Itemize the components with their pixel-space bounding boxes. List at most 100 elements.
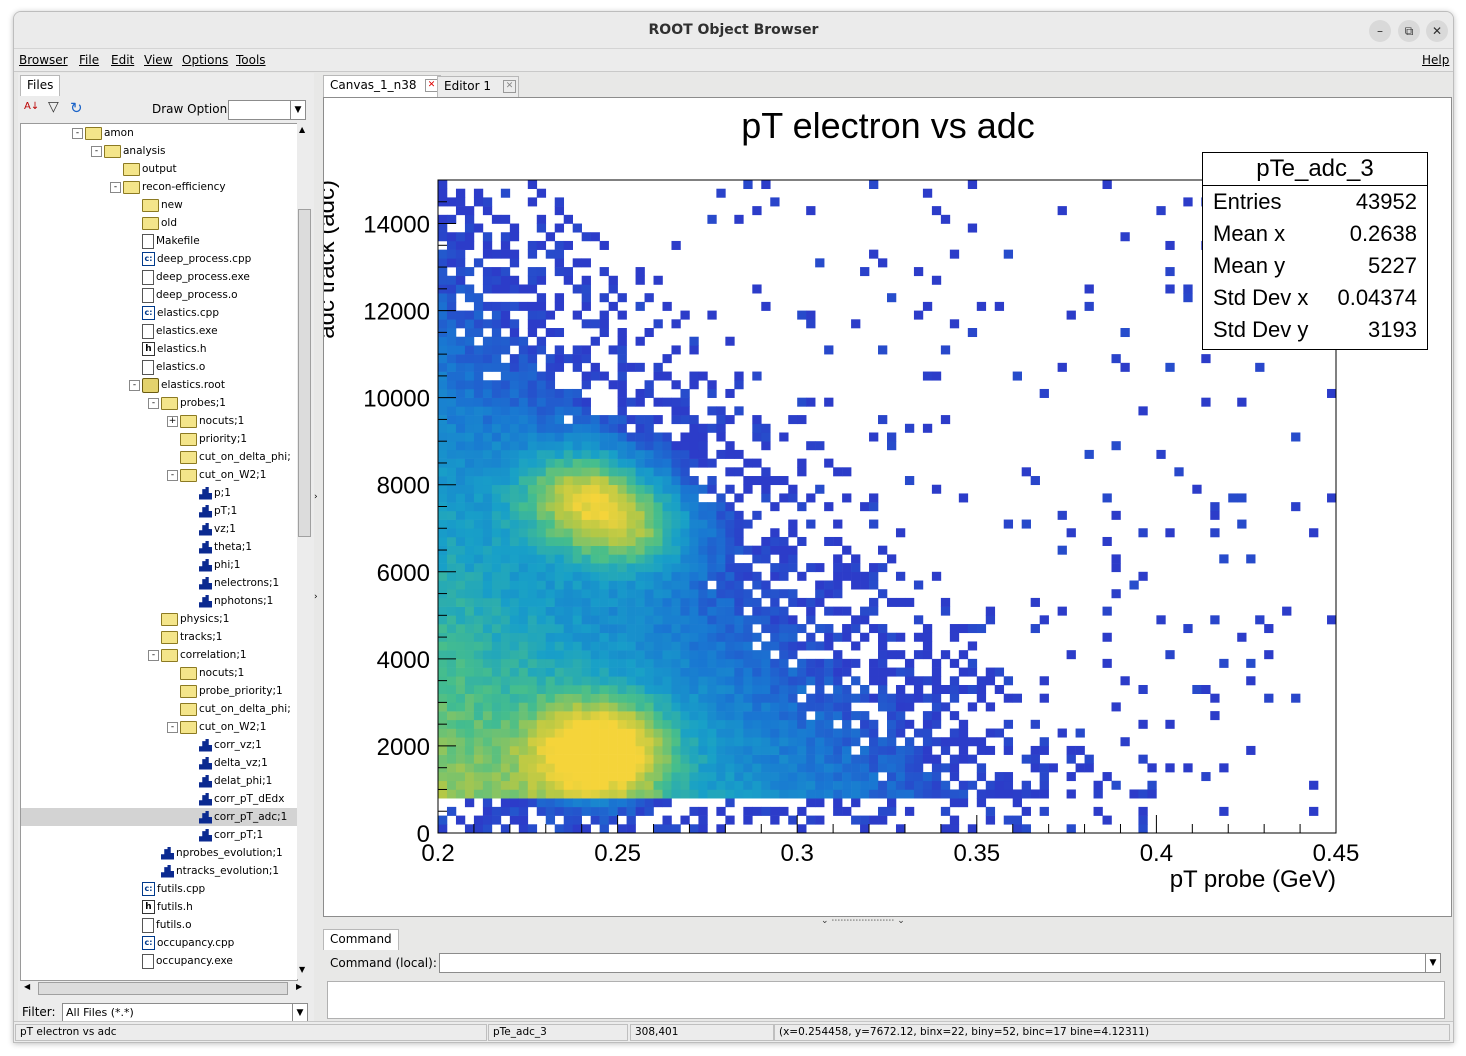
heatmap-cell	[545, 449, 556, 459]
menu-browser[interactable]: Browser	[19, 53, 68, 67]
tree-scroll-thumb[interactable]	[298, 209, 311, 537]
tree-item[interactable]: corr_pT_dEdx	[21, 790, 297, 808]
close-tab-icon[interactable]: ✕	[503, 80, 516, 93]
scroll-up-icon[interactable]: ▲	[299, 125, 306, 134]
tree-item[interactable]: - amon	[21, 124, 297, 142]
tree-item[interactable]: - analysis	[21, 142, 297, 160]
tree-item[interactable]: elastics.exe	[21, 322, 297, 340]
tree-item[interactable]: ntracks_evolution;1	[21, 862, 297, 880]
tree-item[interactable]: - probes;1	[21, 394, 297, 412]
command-output[interactable]	[327, 981, 1445, 1019]
close-icon[interactable]: ✕	[1426, 20, 1448, 42]
sort-icon[interactable]: A↓	[24, 101, 40, 112]
stats-box[interactable]: pTe_adc_3 Entries 43952 Mean x 0.2638 Mean y…	[1202, 152, 1428, 350]
collapse-icon[interactable]: -	[110, 181, 121, 193]
resize-handle-icon[interactable]: ⌄ ⋯⋯⋯⋯⋯⋯⋯ ⌄	[821, 916, 905, 926]
tree-item[interactable]: c: occupancy.cpp	[21, 934, 297, 952]
collapse-icon[interactable]: -	[167, 721, 178, 733]
tree-item[interactable]: tracks;1	[21, 628, 297, 646]
menu-file[interactable]: File	[79, 53, 100, 67]
tree-item[interactable]: probe_priority;1	[21, 682, 297, 700]
tree-item[interactable]: theta;1	[21, 538, 297, 556]
draw-option-combo[interactable]: ▼	[228, 100, 306, 120]
minimize-icon[interactable]: –	[1369, 20, 1391, 42]
tree-item[interactable]: delta_vz;1	[21, 754, 297, 772]
collapse-icon[interactable]: -	[72, 127, 83, 139]
tree-item[interactable]: - elastics.root	[21, 376, 297, 394]
tree-item[interactable]: c: deep_process.cpp	[21, 250, 297, 268]
tree-vertical-scrollbar[interactable]: ▲ ▼	[297, 123, 311, 979]
tree-item[interactable]: c: elastics.cpp	[21, 304, 297, 322]
expand-icon[interactable]: +	[167, 415, 178, 427]
tree-item[interactable]: deep_process.o	[21, 286, 297, 304]
menu-help[interactable]: Help	[1422, 53, 1450, 67]
tree-item[interactable]: corr_pT_adc;1	[21, 808, 297, 826]
tree-item[interactable]: corr_pT;1	[21, 826, 297, 844]
splitter-arrow-icon[interactable]: ›	[314, 592, 318, 602]
filter-combo[interactable]: All Files (*.*) ▼	[62, 1003, 308, 1023]
scroll-right-icon[interactable]: ▶	[296, 982, 303, 991]
tree-item[interactable]: deep_process.exe	[21, 268, 297, 286]
tree-item[interactable]: old	[21, 214, 297, 232]
tree-item[interactable]: vz;1	[21, 520, 297, 538]
scroll-left-icon[interactable]: ◀	[24, 982, 31, 991]
tree-item[interactable]: delat_phi;1	[21, 772, 297, 790]
tree-hscroll-thumb[interactable]	[38, 982, 288, 995]
tree-item[interactable]: - cut_on_W2;1	[21, 718, 297, 736]
chevron-down-icon[interactable]: ▼	[290, 101, 305, 119]
file-tree[interactable]: - amon - analysis output - recon-efficiency new…	[20, 123, 298, 981]
tree-item[interactable]: pT;1	[21, 502, 297, 520]
heatmap-cell	[680, 606, 690, 616]
scroll-down-icon[interactable]: ▼	[299, 965, 306, 974]
chevron-down-icon[interactable]: ▼	[292, 1004, 307, 1022]
tree-item[interactable]: p;1	[21, 484, 297, 502]
tree-item[interactable]: nelectrons;1	[21, 574, 297, 592]
tree-item[interactable]: - recon-efficiency	[21, 178, 297, 196]
splitter-arrow-icon[interactable]: ›	[314, 492, 318, 502]
menu-view[interactable]: View	[144, 53, 173, 67]
tree-item[interactable]: futils.o	[21, 916, 297, 934]
tree-item[interactable]: nocuts;1	[21, 664, 297, 682]
tab-command[interactable]: Command	[323, 929, 399, 950]
tab-canvas[interactable]: Canvas_1_n38 ✕	[323, 75, 441, 97]
tree-item[interactable]: phi;1	[21, 556, 297, 574]
collapse-icon[interactable]: -	[148, 397, 159, 409]
restore-icon[interactable]: ⧉	[1398, 20, 1420, 42]
tree-item[interactable]: h futils.h	[21, 898, 297, 916]
collapse-icon[interactable]: -	[129, 379, 140, 391]
tree-item[interactable]: c: futils.cpp	[21, 880, 297, 898]
tree-item[interactable]: corr_vz;1	[21, 736, 297, 754]
tree-item[interactable]: nphotons;1	[21, 592, 297, 610]
tree-item[interactable]: cut_on_delta_phi;	[21, 448, 297, 466]
heatmap-cell	[455, 624, 466, 634]
tree-item[interactable]: elastics.o	[21, 358, 297, 376]
tree-item[interactable]: priority;1	[21, 430, 297, 448]
tree-item[interactable]: nprobes_evolution;1	[21, 844, 297, 862]
chevron-down-icon[interactable]: ▼	[1425, 954, 1440, 972]
command-input[interactable]: ▼	[439, 953, 1441, 973]
menu-options[interactable]: Options	[182, 53, 229, 67]
refresh-icon[interactable]: ↻	[70, 99, 83, 117]
collapse-icon[interactable]: -	[148, 649, 159, 661]
tree-item[interactable]: cut_on_delta_phi;	[21, 700, 297, 718]
menu-tools[interactable]: Tools	[236, 53, 266, 67]
tree-item[interactable]: - cut_on_W2;1	[21, 466, 297, 484]
tab-files[interactable]: Files	[20, 75, 61, 96]
tree-item[interactable]: occupancy.exe	[21, 952, 297, 970]
tree-item[interactable]: + nocuts;1	[21, 412, 297, 430]
tab-editor[interactable]: Editor 1 ✕	[437, 76, 519, 97]
tree-item[interactable]: - correlation;1	[21, 646, 297, 664]
root-canvas[interactable]: pT electron vs adc 0.2 0.25 0.3 0.35 0.4 0.45 0…	[313, 97, 1452, 917]
collapse-icon[interactable]: -	[91, 145, 102, 157]
tree-item[interactable]: physics;1	[21, 610, 297, 628]
tree-horizontal-scrollbar[interactable]: ◀ ▶	[20, 981, 310, 995]
tree-item[interactable]: output	[21, 160, 297, 178]
heatmap-cell	[752, 676, 762, 686]
tree-item[interactable]: Makefile	[21, 232, 297, 250]
tree-item[interactable]: h elastics.h	[21, 340, 297, 358]
filter-icon[interactable]: ▽	[48, 99, 59, 115]
tree-item[interactable]: new	[21, 196, 297, 214]
collapse-icon[interactable]: -	[167, 469, 178, 481]
menu-edit[interactable]: Edit	[111, 53, 135, 67]
